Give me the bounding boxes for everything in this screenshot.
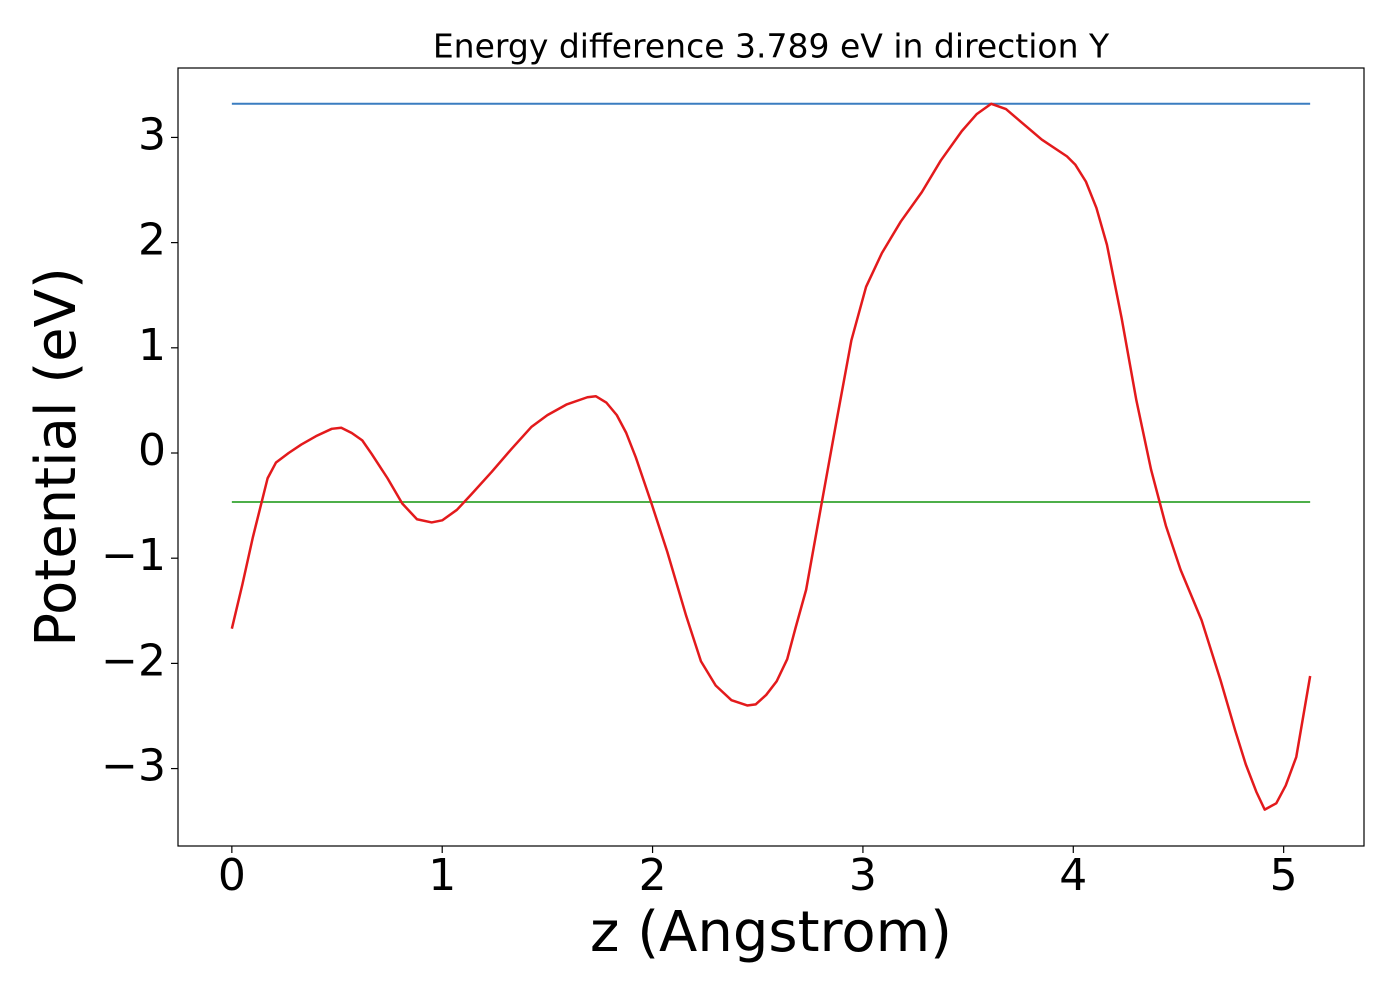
x-tick-label: 2 (639, 850, 667, 901)
data-line (230, 102, 1312, 811)
x-tick-label: 0 (218, 850, 246, 901)
y-tick-label: 3 (138, 109, 166, 160)
y-tick-label: 0 (138, 425, 166, 476)
y-tick-label: 2 (138, 215, 166, 266)
x-axis-label: z (Angstrom) (590, 900, 952, 965)
x-tick-label: 3 (849, 850, 877, 901)
y-tick-label: −1 (101, 530, 166, 581)
x-tick-label: 1 (428, 850, 456, 901)
y-tick-label: −2 (101, 635, 166, 686)
y-tick-label: −3 (101, 741, 166, 792)
y-axis-label: Potential (eV) (24, 267, 89, 647)
plot-frame (177, 67, 1365, 847)
x-tick-label: 4 (1059, 850, 1087, 901)
x-tick-label: 5 (1270, 850, 1298, 901)
chart-title: Energy difference 3.789 eV in direction … (433, 27, 1110, 66)
y-tick-label: 1 (138, 320, 166, 371)
